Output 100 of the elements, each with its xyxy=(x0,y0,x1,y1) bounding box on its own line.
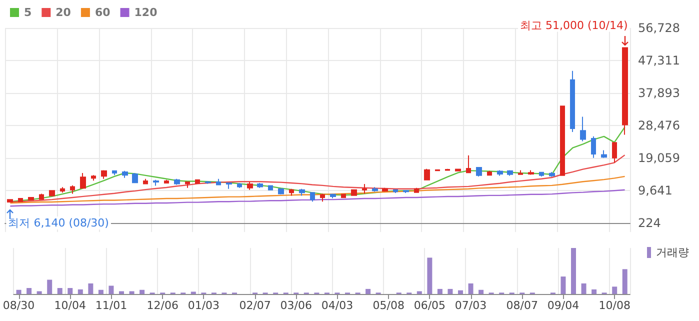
x-tick-label: 08/30 xyxy=(2,299,35,312)
legend-label: 20 xyxy=(56,6,72,19)
bar xyxy=(427,258,432,294)
candlestick xyxy=(299,188,305,196)
candlestick xyxy=(455,168,461,172)
bar xyxy=(458,290,463,294)
candlestick xyxy=(497,170,503,176)
candlestick xyxy=(601,150,607,158)
candlestick xyxy=(185,181,190,188)
bar xyxy=(622,269,628,294)
candlestick xyxy=(247,181,253,190)
candlestick xyxy=(28,196,34,201)
candlestick xyxy=(382,187,388,192)
legend-label: 거래량 xyxy=(656,246,689,259)
bar xyxy=(119,291,124,294)
x-tick-label: 10/08 xyxy=(598,299,630,312)
bar xyxy=(366,288,371,294)
bar xyxy=(98,290,104,294)
x-tick-label: 11/01 xyxy=(95,299,128,312)
bar xyxy=(68,288,73,294)
bar xyxy=(57,288,62,294)
x-tick-label: 02/07 xyxy=(239,299,271,312)
bar xyxy=(560,276,566,294)
candlestick xyxy=(487,170,492,176)
candlestick xyxy=(466,154,471,174)
annotation: 최고 51,000 (10/14) xyxy=(520,18,628,32)
candlestick xyxy=(70,184,75,194)
x-tick-label: 08/07 xyxy=(506,299,538,312)
bar xyxy=(36,291,42,294)
candlestick xyxy=(549,171,555,178)
line-series xyxy=(10,189,626,207)
candlestick xyxy=(591,136,596,158)
bar xyxy=(26,288,32,294)
line-series xyxy=(10,176,626,204)
bar xyxy=(448,288,453,294)
candlestick xyxy=(612,142,617,164)
candlestick xyxy=(507,170,513,176)
candlestick xyxy=(205,180,211,184)
y-tick-label: 19,059 xyxy=(638,150,680,165)
x-tick-label: 10/04 xyxy=(54,299,86,312)
annotation: 최저 6,140 (08/30) xyxy=(8,216,109,230)
x-tick-label: 06/05 xyxy=(414,299,446,312)
legend-label: 120 xyxy=(134,6,158,19)
candlestick xyxy=(424,168,430,180)
bar xyxy=(592,289,597,294)
candlestick xyxy=(18,198,23,202)
candlestick xyxy=(226,182,232,190)
bar xyxy=(468,283,474,294)
y-tick-label: 56,728 xyxy=(638,21,680,35)
candlestick xyxy=(132,172,138,184)
candlestick xyxy=(101,170,107,180)
legend-label: 60 xyxy=(94,6,111,19)
candlestick xyxy=(518,170,523,175)
candlestick xyxy=(278,188,284,195)
candlestick xyxy=(39,193,44,200)
candlestick xyxy=(476,166,482,177)
candlestick xyxy=(320,193,325,202)
candlestick xyxy=(289,188,294,196)
candlestick xyxy=(330,193,336,199)
candlestick xyxy=(49,190,55,197)
y-tick-label: 47,311 xyxy=(638,53,680,68)
y-tick-label: 9,641 xyxy=(638,183,672,198)
candlestick xyxy=(362,184,367,194)
candlestick xyxy=(351,189,357,196)
bar xyxy=(88,283,94,294)
bar xyxy=(108,286,114,294)
bar xyxy=(571,248,576,294)
x-tick-label: 03/06 xyxy=(280,299,312,312)
bar xyxy=(140,290,145,294)
candlestick xyxy=(257,182,263,188)
candlestick xyxy=(310,192,315,202)
candlestick xyxy=(7,199,13,204)
candlestick xyxy=(237,182,242,188)
candlestick xyxy=(528,170,534,176)
bar xyxy=(78,289,83,294)
x-tick-label: 09/04 xyxy=(547,299,580,312)
candlestick xyxy=(216,178,221,186)
candlestick xyxy=(445,168,450,172)
candlestick xyxy=(60,186,65,194)
y-tick-label: 28,476 xyxy=(638,118,680,132)
y-tick-label: 224 xyxy=(638,216,661,230)
x-tick-label: 12/06 xyxy=(146,299,178,312)
candlestick xyxy=(414,187,419,194)
x-tick-label: 01/03 xyxy=(188,299,220,312)
candlestick xyxy=(393,189,398,194)
candlestick xyxy=(195,179,200,184)
candlestick xyxy=(268,185,273,190)
candlestick xyxy=(122,170,128,178)
candlestick xyxy=(539,172,544,177)
x-tick-label: 04/03 xyxy=(321,299,354,312)
legend-label: 5 xyxy=(24,6,32,19)
bar xyxy=(478,290,484,294)
candlestick xyxy=(580,116,586,142)
bar xyxy=(612,286,618,294)
candlestick xyxy=(91,174,96,182)
candlestick xyxy=(560,106,565,176)
candlestick xyxy=(153,179,159,186)
candlestick xyxy=(164,179,169,184)
candlestick xyxy=(112,170,117,176)
bar xyxy=(16,290,22,294)
